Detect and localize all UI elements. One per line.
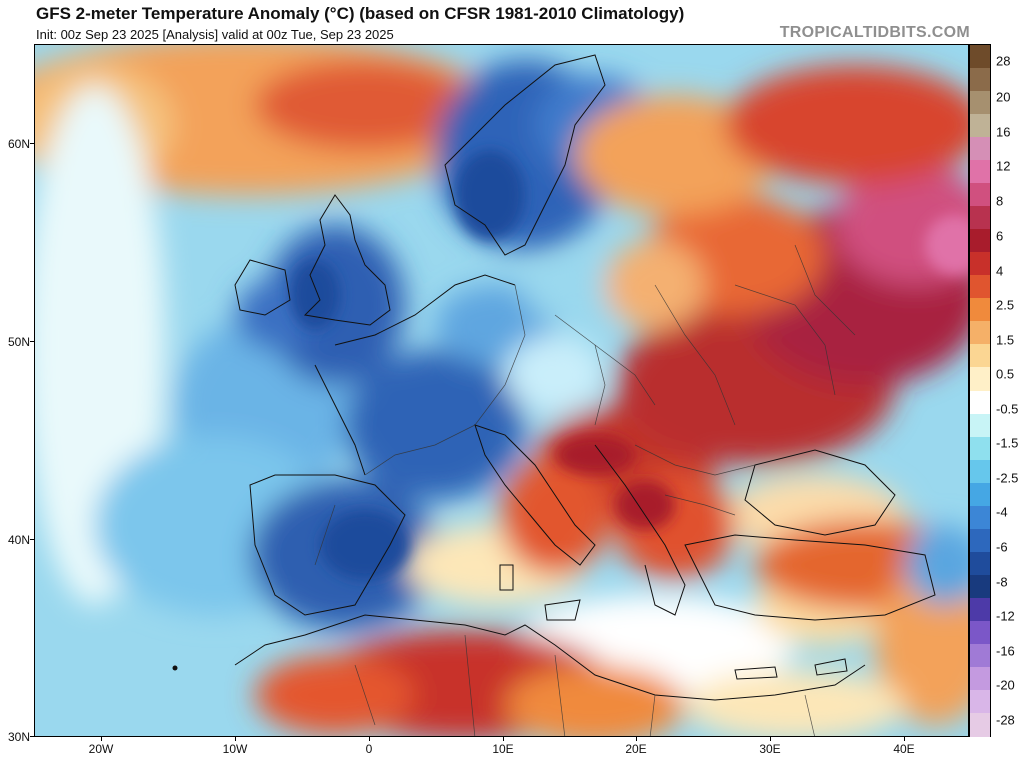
colorbar-segment xyxy=(970,620,990,645)
colorbar-segment xyxy=(970,91,990,115)
colorbar-segment xyxy=(970,160,990,184)
lon-label: 0 xyxy=(365,742,373,756)
lat-tick-60 xyxy=(30,143,34,144)
lat-label: 60N xyxy=(7,137,30,151)
adriatic-coast xyxy=(594,444,686,616)
cyprus-outline xyxy=(814,658,848,676)
colorbar-label: 1.5 xyxy=(996,332,1015,348)
colorbar-segment xyxy=(970,137,990,161)
colorbar-segment xyxy=(970,574,990,599)
colorbar-segment xyxy=(970,413,990,438)
sicily-outline xyxy=(544,599,581,621)
colorbar-label: -0.5 xyxy=(996,401,1019,417)
lon-tick xyxy=(636,737,637,741)
colorbar-label: -4 xyxy=(996,504,1008,520)
brand-watermark: TROPICALTIDBITS.COM xyxy=(779,24,970,41)
colorbar-label: -12 xyxy=(996,608,1015,624)
lon-tick xyxy=(503,737,504,741)
coastlines xyxy=(234,54,936,701)
colorbar-label: -16 xyxy=(996,643,1015,659)
colorbar-label: 20 xyxy=(996,89,1011,105)
great-britain-outline xyxy=(303,194,391,326)
lon-tick xyxy=(235,737,236,741)
colorbar-segment xyxy=(970,321,990,346)
colorbar-segment xyxy=(970,114,990,138)
colorbar-segment xyxy=(970,459,990,484)
lon-label: 10E xyxy=(492,742,514,756)
lat-tick-40 xyxy=(30,539,34,540)
north-africa-coast xyxy=(234,614,866,701)
lat-tick-30 xyxy=(30,736,34,737)
lon-tick xyxy=(101,737,102,741)
lon-label: 20W xyxy=(88,742,114,756)
colorbar-segment xyxy=(970,344,990,369)
colorbar-segment xyxy=(970,689,990,714)
lat-tick-50 xyxy=(30,341,34,342)
colorbar-label: -8 xyxy=(996,574,1008,590)
anomaly-field-detail xyxy=(290,150,968,580)
colorbar-label: 6 xyxy=(996,228,1004,244)
colorbar-label: 8 xyxy=(996,193,1004,209)
anomaly-map xyxy=(34,44,969,737)
colorbar-segment xyxy=(970,597,990,622)
country-label-dots xyxy=(172,665,178,671)
ireland-outline xyxy=(234,259,291,316)
colorbar-segment xyxy=(970,68,990,92)
lon-label: 40E xyxy=(893,742,915,756)
colorbar-label: -2.5 xyxy=(996,470,1019,486)
colorbar-segment xyxy=(970,252,990,276)
colorbar-segment xyxy=(970,712,990,737)
lat-label: 40N xyxy=(7,533,30,547)
biscay-coast xyxy=(314,364,366,476)
north-sea-coast xyxy=(334,274,516,346)
colorbar-segment xyxy=(970,275,990,299)
colorbar-segment xyxy=(970,229,990,253)
anomaly-field xyxy=(35,45,968,736)
scandinavia-outline xyxy=(444,54,606,256)
anomaly-colorbar xyxy=(969,44,991,737)
lat-label: 50N xyxy=(7,335,30,349)
colorbar-segment xyxy=(970,505,990,530)
iberia-outline xyxy=(249,474,406,616)
colorbar-segment xyxy=(970,666,990,691)
lon-tick xyxy=(904,737,905,741)
colorbar-label: -6 xyxy=(996,539,1008,555)
turkey-outline xyxy=(684,534,936,621)
colorbar-segment xyxy=(970,183,990,207)
anomaly-map-canvas xyxy=(35,45,968,736)
colorbar-label: 16 xyxy=(996,124,1011,140)
sardinia-outline xyxy=(499,564,514,591)
colorbar-segment xyxy=(970,45,990,69)
colorbar-label: -20 xyxy=(996,677,1015,693)
colorbar-segment xyxy=(970,436,990,461)
country-borders xyxy=(314,244,856,736)
colorbar-label: 4 xyxy=(996,263,1004,279)
map-title: GFS 2-meter Temperature Anomaly (°C) (ba… xyxy=(36,4,685,23)
italy-outline xyxy=(474,424,596,566)
black-sea-outline xyxy=(744,449,896,536)
crete-outline xyxy=(734,666,778,680)
lon-label: 20E xyxy=(625,742,647,756)
lat-label: 30N xyxy=(7,730,30,744)
lon-tick xyxy=(369,737,370,741)
colorbar-label: -28 xyxy=(996,712,1015,728)
map-subtitle: Init: 00z Sep 23 2025 [Analysis] valid a… xyxy=(36,27,394,42)
colorbar-label: 12 xyxy=(996,158,1011,174)
colorbar-label: 2.5 xyxy=(996,297,1015,313)
lon-label: 10W xyxy=(222,742,248,756)
colorbar-segment xyxy=(970,528,990,553)
colorbar-segment xyxy=(970,390,990,415)
colorbar-segment xyxy=(970,551,990,576)
lon-tick xyxy=(770,737,771,741)
lon-label: 30E xyxy=(759,742,781,756)
colorbar-segment xyxy=(970,367,990,392)
colorbar-segment xyxy=(970,206,990,230)
colorbar-segment xyxy=(970,643,990,668)
colorbar-segment xyxy=(970,482,990,507)
colorbar-label: 0.5 xyxy=(996,366,1015,382)
colorbar-label: 28 xyxy=(996,53,1011,69)
colorbar-segment xyxy=(970,298,990,322)
colorbar-label: -1.5 xyxy=(996,435,1019,451)
